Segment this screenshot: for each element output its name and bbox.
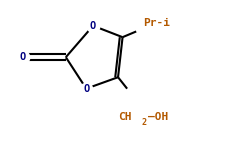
Text: O: O	[90, 21, 96, 31]
Text: Pr-i: Pr-i	[143, 18, 170, 28]
Text: 2: 2	[141, 118, 146, 127]
Text: CH: CH	[118, 112, 131, 122]
Text: —OH: —OH	[148, 112, 168, 122]
Text: O: O	[83, 84, 89, 94]
Text: O: O	[20, 52, 26, 62]
